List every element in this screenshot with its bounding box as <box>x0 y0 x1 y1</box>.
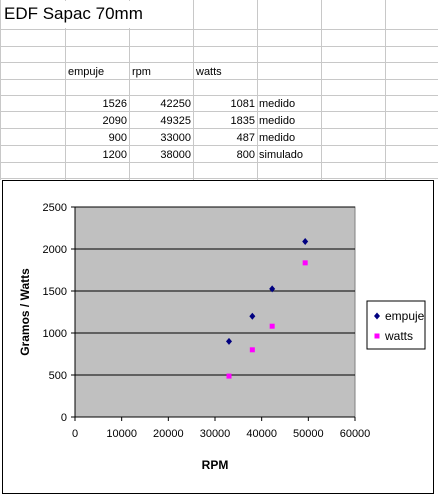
grid-line <box>0 145 438 146</box>
cell-rpm[interactable]: 42250 <box>160 98 191 110</box>
title-cell[interactable] <box>1 1 191 28</box>
y-tick-label: 1500 <box>43 286 67 298</box>
cell-note[interactable]: medido <box>259 98 296 110</box>
embedded-chart[interactable]: 0 500 1000 1500 2000 2500 0 10000 20000 30000 4000… <box>2 180 434 494</box>
y-tick-label: 2000 <box>43 244 67 256</box>
x-tick-label: 50000 <box>293 428 324 440</box>
cell-empuje[interactable]: 1526 <box>102 98 127 110</box>
grid-line <box>65 0 66 180</box>
data-point-empuje[interactable] <box>226 337 232 345</box>
grid-line <box>0 178 438 179</box>
cell-rpm[interactable]: 49325 <box>160 115 191 127</box>
data-point-empuje[interactable] <box>269 285 276 293</box>
cell-note[interactable]: simulado <box>259 149 304 161</box>
y-tick-label: 500 <box>49 370 67 382</box>
grid-line <box>0 79 438 80</box>
grid-line <box>193 0 194 180</box>
grid-line <box>385 0 386 180</box>
cell-empuje[interactable]: 1200 <box>102 149 127 161</box>
cell-empuje[interactable]: 900 <box>108 132 127 144</box>
grid-line <box>0 95 438 96</box>
grid-line <box>0 111 438 112</box>
legend-label-empuje: empuje <box>385 309 425 323</box>
data-point-empuje[interactable] <box>302 237 309 245</box>
legend-box <box>366 300 426 350</box>
grid-line <box>0 46 438 47</box>
x-tick-label: 60000 <box>340 428 371 440</box>
cell-watts[interactable]: 487 <box>236 132 255 144</box>
grid-line <box>0 29 438 30</box>
y-axis-label: Gramos / Watts <box>18 268 32 356</box>
cell-watts[interactable]: 1081 <box>230 98 255 110</box>
cell-rpm[interactable]: 33000 <box>160 132 191 144</box>
legend-marker-empuje[interactable] <box>374 312 380 320</box>
data-point-watts[interactable] <box>302 260 308 266</box>
data-point-watts[interactable] <box>226 373 232 379</box>
chart-svg: 0 500 1000 1500 2000 2500 0 10000 20000 30000 4000… <box>18 202 426 472</box>
y-tick-label: 2500 <box>43 202 67 214</box>
cell-watts[interactable]: 800 <box>236 149 255 161</box>
cell-rpm[interactable]: 38000 <box>160 149 191 161</box>
data-point-watts[interactable] <box>269 323 275 329</box>
header-rpm[interactable]: rpm <box>132 66 151 78</box>
x-axis-label: RPM <box>202 458 229 472</box>
grid-line <box>0 162 438 163</box>
header-watts[interactable]: watts <box>196 66 222 78</box>
grid-line <box>0 128 438 129</box>
cell-note[interactable]: medido <box>259 115 296 127</box>
x-tick-label: 30000 <box>200 428 231 440</box>
grid-line <box>0 0 1 180</box>
x-tick-label: 40000 <box>246 428 277 440</box>
data-point-empuje[interactable] <box>249 312 256 320</box>
plot-area[interactable] <box>74 206 356 418</box>
x-tick-label: 0 <box>72 428 78 440</box>
legend-label-watts: watts <box>384 329 413 343</box>
cell-note[interactable]: medido <box>259 132 296 144</box>
x-tick-label: 20000 <box>153 428 184 440</box>
grid-line <box>129 0 130 180</box>
data-point-watts[interactable] <box>249 347 255 353</box>
x-tick-label: 10000 <box>106 428 137 440</box>
cell-watts[interactable]: 1835 <box>230 115 255 127</box>
legend[interactable]: empuje watts <box>366 300 426 350</box>
legend-marker-watts[interactable] <box>374 333 380 339</box>
grid-line <box>321 0 322 180</box>
y-tick-label: 1000 <box>43 328 67 340</box>
header-empuje[interactable]: empuje <box>68 66 105 78</box>
grid-line <box>257 0 258 180</box>
grid-line <box>0 62 438 63</box>
cell-empuje[interactable]: 2090 <box>102 115 127 127</box>
y-tick-label: 0 <box>61 412 67 424</box>
sheet-title: EDF Sapac 70mm <box>4 4 143 23</box>
